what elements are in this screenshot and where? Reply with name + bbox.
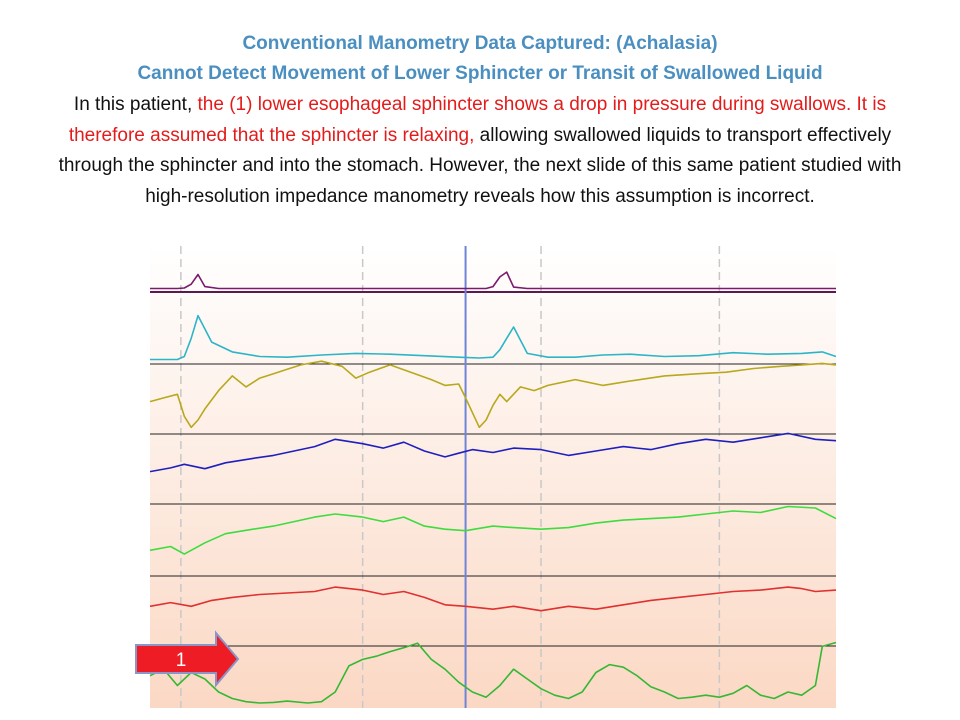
series-line-purple [150,271,836,290]
series-line-green_lower [149,641,837,704]
series-line-teal [150,314,837,361]
description-paragraph: In this patient, the (1) lower esophagea… [40,90,920,212]
series-line-gold [149,360,837,429]
description-rest: allowing swallowed liquids to transport … [58,124,902,207]
chart-subtitle: Cannot Detect Movement of Lower Sphincte… [137,63,823,84]
series-line-green_upper [149,505,837,555]
chart-title: Conventional Manometry Data Captured: (A… [242,33,718,54]
description-highlight: the (1) lower esophageal sphincter shows… [68,94,887,146]
chart-background [150,246,836,708]
series-line-red [149,586,837,612]
right-arrow-icon [135,630,240,688]
series-line-blue [149,432,837,473]
description-intro: In this patient, [73,94,198,115]
annotation-label: 1 [176,650,187,671]
